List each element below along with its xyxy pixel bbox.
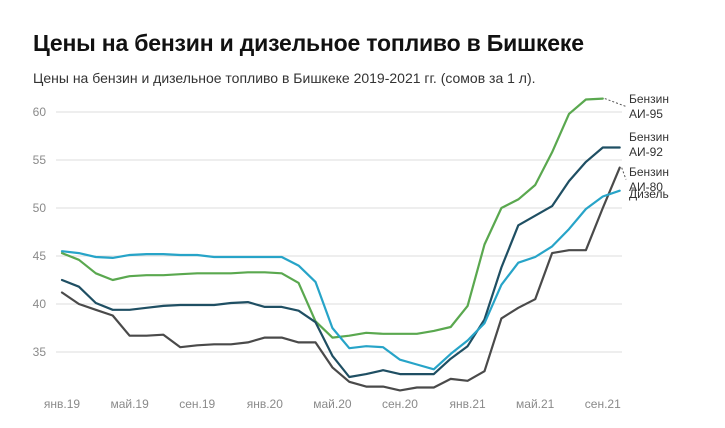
series-label-leader (621, 167, 627, 180)
y-tick-label: 55 (33, 153, 47, 167)
series-label-leader (604, 98, 627, 107)
series-label-1: Бензин (629, 92, 669, 106)
x-tick-label: май.20 (313, 397, 352, 411)
x-tick-label: май.21 (516, 397, 555, 411)
y-tick-label: 50 (33, 201, 47, 215)
y-tick-label: 45 (33, 249, 47, 263)
x-tick-label: май.19 (110, 397, 149, 411)
chart-subtitle: Цены на бензин и дизельное топливо в Биш… (33, 70, 536, 86)
x-tick-label: сен.20 (382, 397, 418, 411)
y-tick-label: 60 (33, 105, 47, 119)
x-tick-label: янв.21 (450, 397, 487, 411)
series-line-3 (60, 166, 621, 392)
series-label-2: Бензин (629, 130, 669, 144)
x-tick-label: сен.21 (585, 397, 621, 411)
series-line-1 (60, 97, 604, 339)
series-label-3: Бензин (629, 165, 669, 179)
series-line-4 (60, 189, 621, 371)
series-label-3: АИ-80 (629, 180, 663, 194)
series-label-4: Дизель (629, 187, 669, 201)
series-line-2 (60, 146, 621, 379)
x-tick-label: янв.20 (247, 397, 284, 411)
series-label-2: АИ-92 (629, 145, 663, 159)
y-tick-label: 35 (33, 345, 47, 359)
series-label-1: АИ-95 (629, 107, 663, 121)
y-tick-label: 40 (33, 297, 47, 311)
chart-title: Цены на бензин и дизельное топливо в Биш… (33, 30, 584, 56)
x-tick-label: янв.19 (44, 397, 81, 411)
x-tick-label: сен.19 (179, 397, 215, 411)
